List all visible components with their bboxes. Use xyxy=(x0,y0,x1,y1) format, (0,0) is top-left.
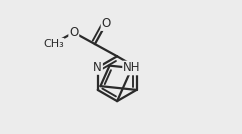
Text: O: O xyxy=(69,26,78,39)
Text: CH₃: CH₃ xyxy=(43,39,64,49)
Text: N: N xyxy=(132,61,141,74)
Text: O: O xyxy=(101,17,111,30)
Text: N: N xyxy=(93,61,102,74)
Text: NH: NH xyxy=(123,62,141,75)
